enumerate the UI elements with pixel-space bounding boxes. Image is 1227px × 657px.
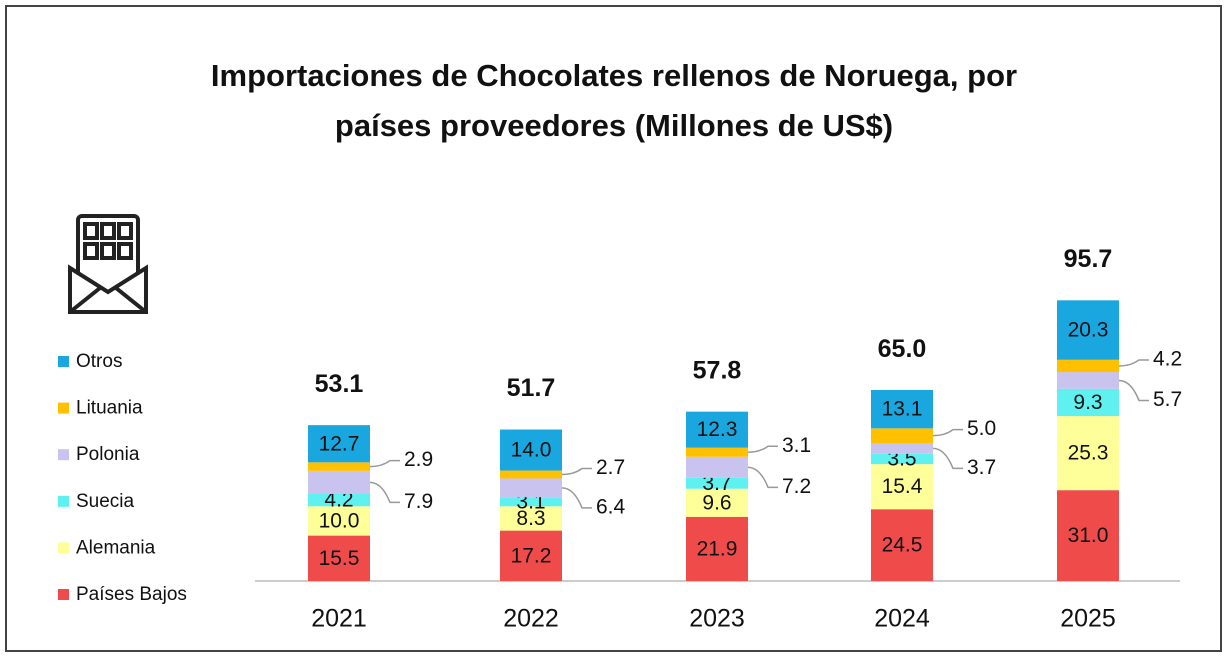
leader-line	[1118, 359, 1149, 367]
bar-segment	[871, 389, 933, 429]
leader-line	[932, 447, 963, 470]
total-label: 53.1	[315, 370, 364, 398]
data-label: 4.2	[1153, 347, 1182, 370]
leader-line	[561, 467, 592, 476]
bar-segment	[308, 470, 370, 494]
data-label: 21.9	[697, 537, 738, 560]
data-label: 2.7	[596, 456, 625, 479]
legend-label: Otros	[76, 351, 122, 372]
bar-segment	[500, 497, 562, 507]
bar-segment	[686, 411, 748, 448]
data-label: 9.3	[1073, 391, 1102, 414]
data-label: 13.1	[882, 398, 923, 421]
data-label: 10.0	[319, 509, 360, 532]
bar-segment	[500, 470, 562, 479]
bar-segment	[871, 509, 933, 581]
total-label: 65.0	[878, 335, 927, 363]
data-label: 7.9	[404, 490, 433, 513]
bar-segment	[1057, 300, 1119, 360]
bar-segment	[1057, 416, 1119, 491]
leader-line	[561, 487, 592, 509]
legend-label: Países Bajos	[76, 584, 187, 605]
bar-segment	[1057, 490, 1119, 581]
data-label: 9.6	[702, 491, 731, 514]
bar-segment	[686, 516, 748, 581]
bar-segment	[871, 428, 933, 443]
bar-segment	[871, 442, 933, 454]
x-tick-label: 2025	[1060, 605, 1116, 633]
bar-segment	[686, 456, 748, 478]
frame	[5, 5, 1222, 652]
legend-swatch	[58, 402, 69, 414]
bar-segment	[308, 425, 370, 463]
data-label: 14.0	[511, 439, 552, 462]
bar-segment	[308, 506, 370, 536]
x-tick-label: 2022	[503, 605, 559, 633]
data-label: 12.7	[319, 432, 360, 455]
data-label: 15.5	[319, 547, 360, 570]
x-tick-label: 2023	[689, 605, 745, 633]
leader-line	[747, 466, 778, 489]
bar-segment	[308, 462, 370, 471]
data-label: 12.3	[697, 418, 738, 441]
leader-line	[1118, 379, 1149, 402]
legend-swatch	[58, 449, 69, 461]
chocolate-icon	[68, 214, 148, 314]
legend-swatch	[58, 356, 69, 367]
data-label: 3.1	[782, 434, 811, 457]
bar-segment	[871, 464, 933, 510]
data-label: 2.9	[404, 448, 433, 471]
bar-segment	[1057, 388, 1119, 417]
bar-segment	[1057, 359, 1119, 373]
data-label: 6.4	[596, 495, 626, 518]
data-label: 31.0	[1068, 524, 1109, 547]
legend-label: Alemania	[76, 537, 156, 558]
bar-segment	[308, 493, 370, 507]
total-label: 95.7	[1064, 245, 1113, 273]
bar-segment	[500, 429, 562, 471]
x-tick-label: 2021	[311, 605, 367, 633]
bar-segment	[871, 453, 933, 465]
data-label: 25.3	[1068, 442, 1109, 465]
x-tick-label: 2024	[874, 605, 930, 633]
bar-segment	[1057, 372, 1119, 389]
leader-line	[369, 459, 400, 468]
bar-segment	[686, 477, 748, 489]
legend-label: Suecia	[76, 491, 135, 512]
bar-segment	[308, 535, 370, 581]
legend-swatch	[58, 542, 69, 554]
data-label: 24.5	[882, 534, 923, 557]
data-label: 3.7	[967, 456, 996, 479]
bar-segment	[686, 447, 748, 457]
total-label: 57.8	[693, 356, 742, 384]
data-label: 8.3	[516, 507, 545, 530]
leader-line	[369, 481, 400, 504]
legend-label: Polonia	[76, 444, 140, 465]
data-label: 5.7	[1153, 388, 1182, 411]
leader-line	[932, 428, 963, 437]
chart-subtitle: países proveedores (Millones de US$)	[335, 108, 893, 143]
legend-label: Lituania	[76, 398, 143, 419]
bar-segment	[500, 506, 562, 531]
bar-segment	[500, 478, 562, 498]
data-label: 17.2	[511, 544, 552, 567]
legend-swatch	[58, 589, 69, 600]
data-label: 20.3	[1068, 319, 1109, 342]
data-label: 4.2	[324, 489, 353, 512]
bar-segment	[500, 530, 562, 581]
data-label: 15.4	[882, 475, 923, 498]
data-label: 5.0	[967, 417, 996, 440]
chart-title: Importaciones de Chocolates rellenos de …	[211, 58, 1017, 93]
total-label: 51.7	[507, 374, 556, 402]
data-label: 7.2	[782, 475, 811, 498]
leader-line	[747, 445, 778, 453]
bar-segment	[686, 488, 748, 517]
legend-swatch	[58, 495, 69, 507]
